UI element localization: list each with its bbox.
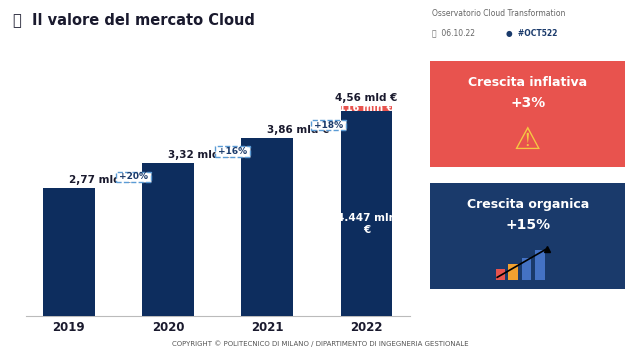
Bar [508,264,518,280]
FancyBboxPatch shape [215,146,250,157]
Text: 📅  06.10.22: 📅 06.10.22 [432,29,475,38]
Bar [340,111,392,316]
Text: +15%: +15% [505,219,550,232]
Text: +16%: +16% [218,147,247,156]
Bar [142,163,194,316]
Text: ⚠: ⚠ [514,126,541,155]
Text: 4,56 mld €: 4,56 mld € [335,93,397,103]
Text: 4.447 mln
€: 4.447 mln € [337,213,396,234]
Bar [535,251,545,280]
FancyBboxPatch shape [311,120,346,130]
Text: 2,77 mld €: 2,77 mld € [69,175,131,185]
Text: 3,32 mld €: 3,32 mld € [168,150,230,160]
Text: +3%: +3% [510,97,545,110]
Bar [495,269,504,280]
Text: COPYRIGHT © POLITECNICO DI MILANO / DIPARTIMENTO DI INGEGNERIA GESTIONALE: COPYRIGHT © POLITECNICO DI MILANO / DIPA… [172,341,468,347]
Text: Osservatorio Cloud Transformation: Osservatorio Cloud Transformation [432,9,565,18]
Bar [340,106,392,111]
Bar [522,258,531,280]
Text: Crescita inflativa: Crescita inflativa [468,76,588,89]
Text: +20%: +20% [119,172,148,181]
Text: Crescita organica: Crescita organica [467,198,589,211]
Bar [43,188,95,316]
Text: +18%: +18% [314,121,343,130]
Bar [241,138,293,316]
Text: ●  #OCT522: ● #OCT522 [506,29,557,38]
FancyBboxPatch shape [116,172,150,182]
Text: 116 mln €: 116 mln € [339,103,394,113]
Text: ⍶  Il valore del mercato Cloud: ⍶ Il valore del mercato Cloud [13,13,255,28]
Text: 3,86 mld €: 3,86 mld € [267,125,330,135]
